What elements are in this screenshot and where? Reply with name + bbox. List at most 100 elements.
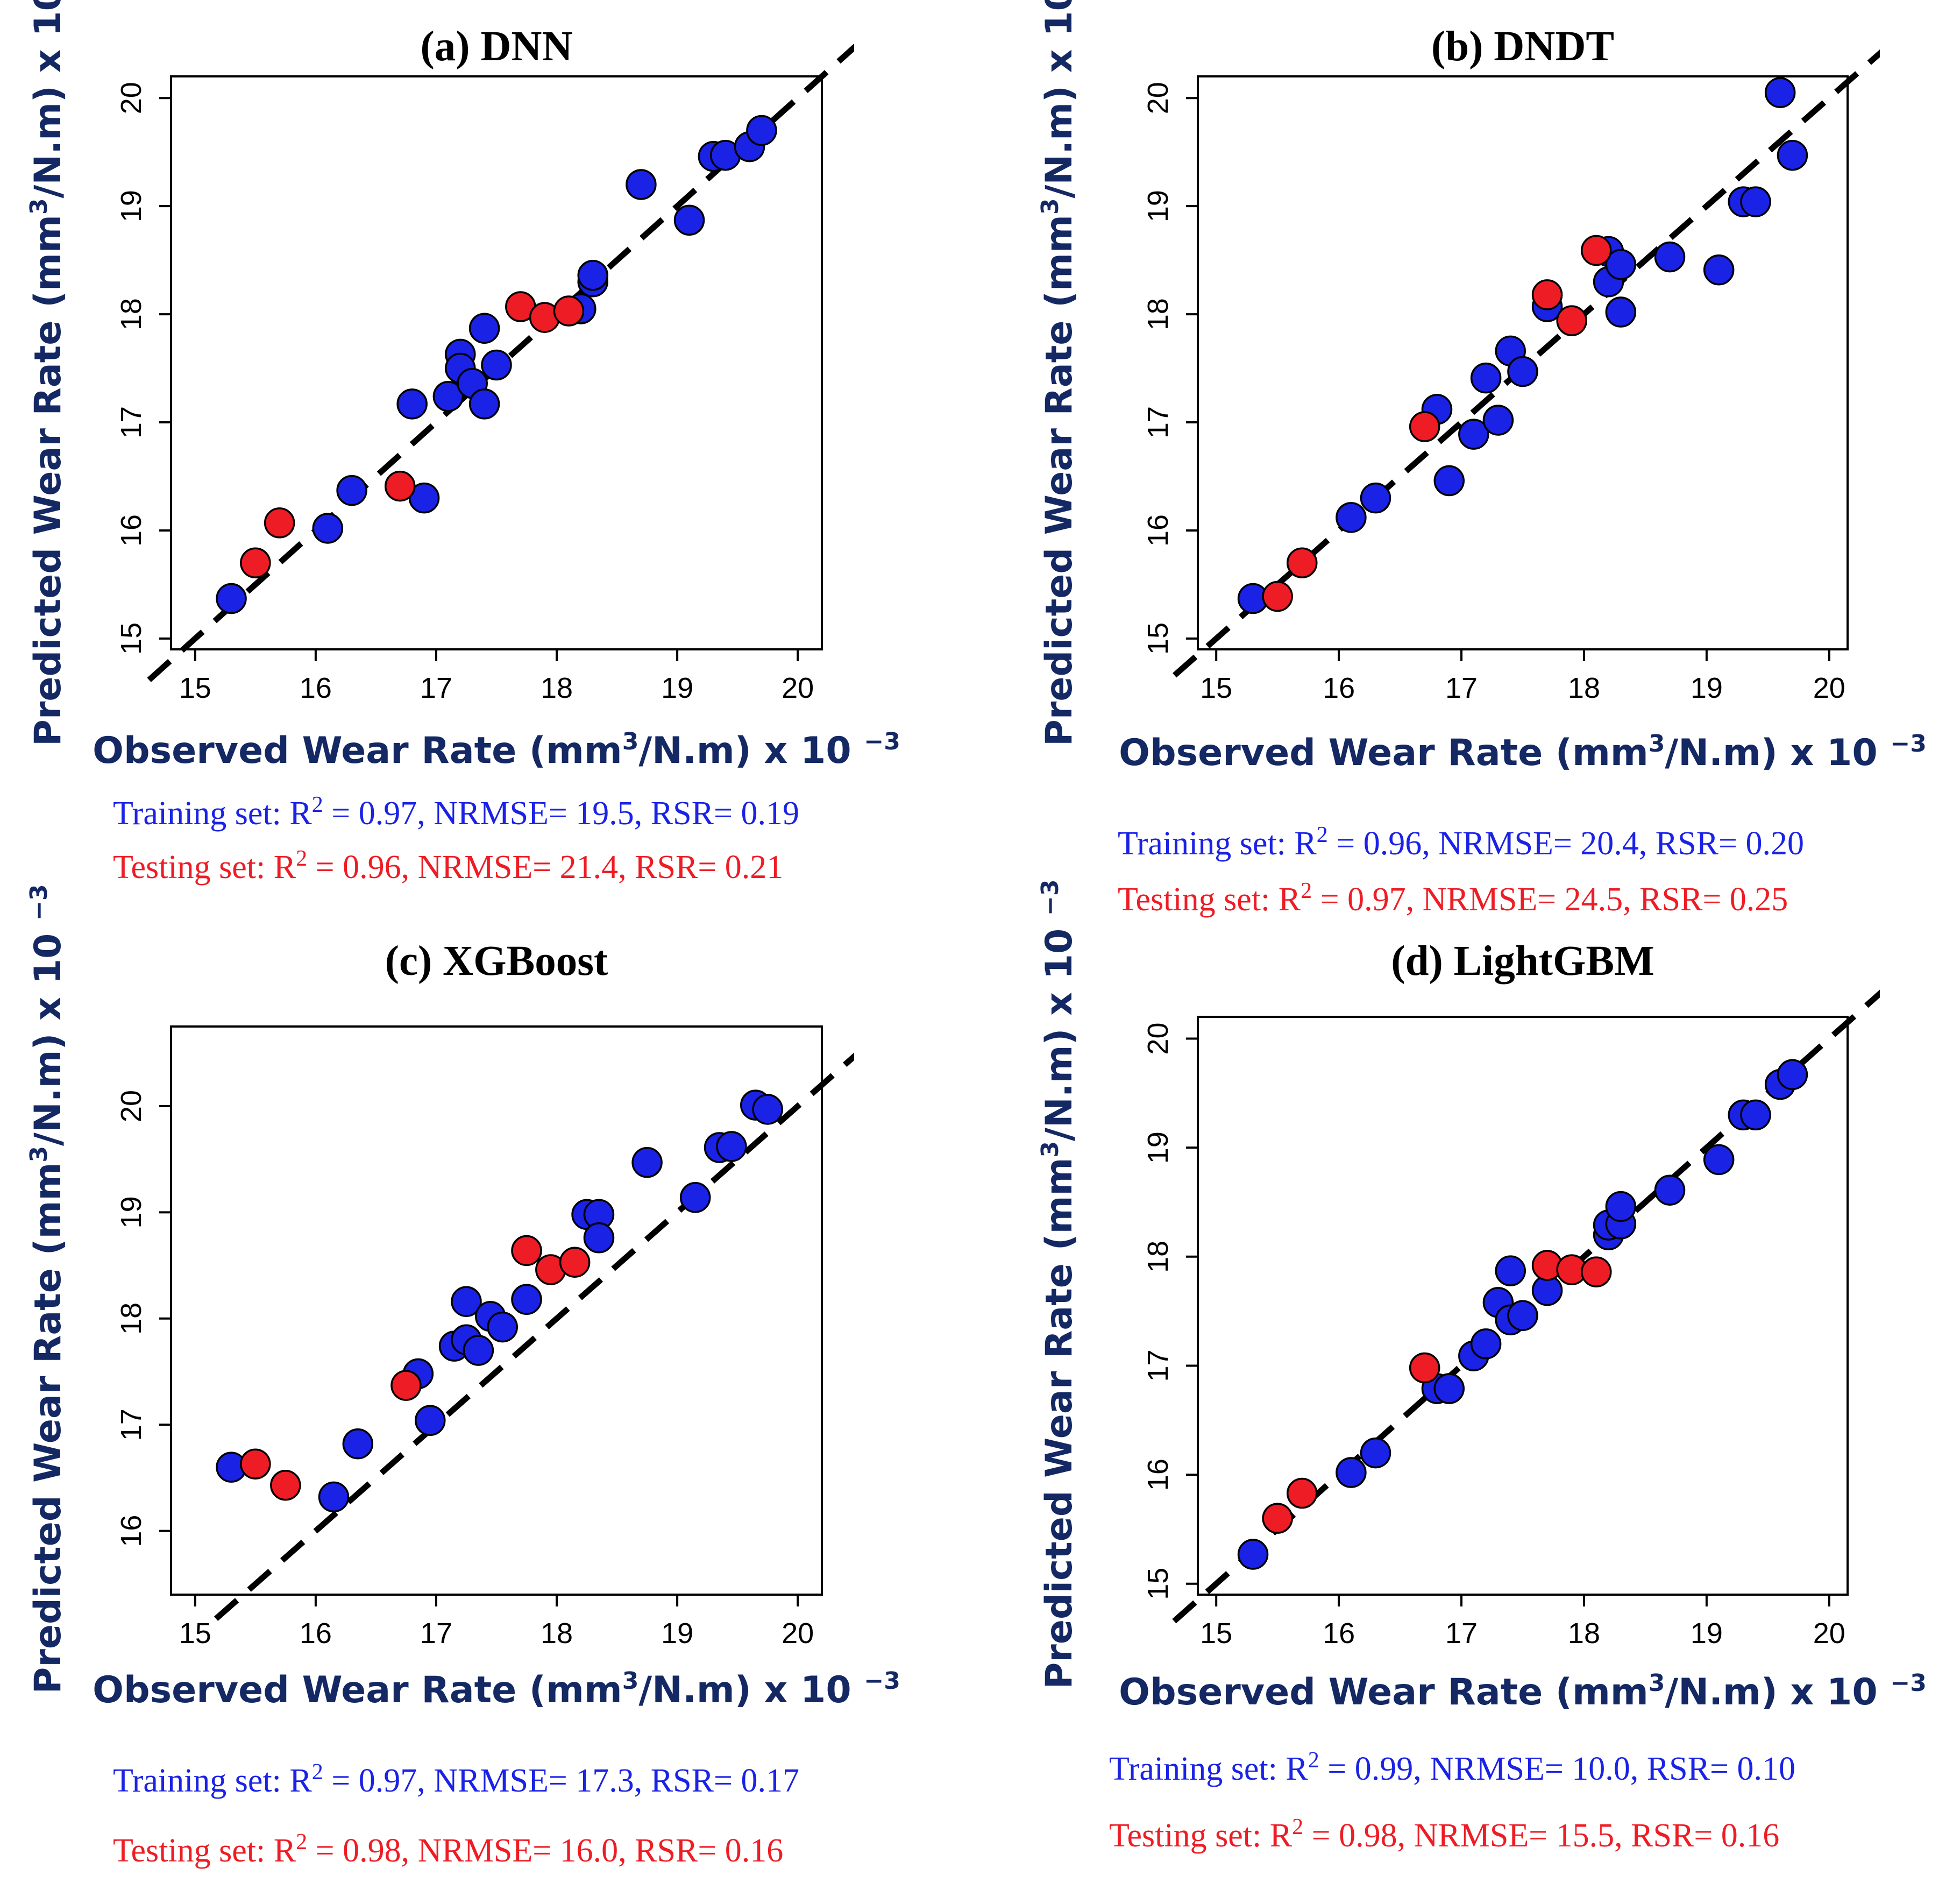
training-point xyxy=(511,1284,542,1315)
x-tick-label: 17 xyxy=(420,1617,452,1650)
training-point xyxy=(1703,254,1735,286)
reference-line xyxy=(1166,989,1880,1627)
training-point xyxy=(1433,1373,1465,1404)
testing-point xyxy=(390,1370,422,1401)
y-tick-label: 17 xyxy=(115,406,147,438)
axis-label-prefix: Predicted Wear Rate ( xyxy=(1038,291,1081,746)
x-tick-label: 15 xyxy=(179,672,211,704)
y-tick-label: 18 xyxy=(115,298,147,330)
panel-title: (b) DNDT xyxy=(1431,23,1614,70)
training-point xyxy=(1654,1174,1686,1206)
y-tick-label: 16 xyxy=(115,514,147,547)
y-tick-label: 19 xyxy=(1142,1131,1174,1164)
x-axis-label: Observed Wear Rate (mm3/N.m) x 10 −3 xyxy=(1119,730,1927,775)
training-point xyxy=(1482,405,1514,436)
testing-point xyxy=(511,1235,542,1266)
plot-frame xyxy=(170,75,823,650)
x-tick-label: 19 xyxy=(661,672,693,704)
reference-line xyxy=(143,44,854,682)
y-tick-label: 20 xyxy=(115,82,147,114)
training-point xyxy=(318,1481,350,1513)
axis-label-prefix: Observed Wear Rate ( xyxy=(1119,1671,1572,1714)
y-tick-label: 15 xyxy=(1142,1568,1174,1600)
training-point xyxy=(1360,482,1391,514)
testing-point xyxy=(264,507,295,539)
y-tick-label: 18 xyxy=(115,1303,147,1335)
axis-label-prefix: Predicted Wear Rate ( xyxy=(27,291,69,746)
y-tick-label: 20 xyxy=(1142,1022,1174,1054)
x-tick-label: 16 xyxy=(1323,672,1355,704)
training-point xyxy=(481,349,512,381)
x-tick-label: 17 xyxy=(420,672,452,704)
x-tick-label: 19 xyxy=(661,1617,693,1650)
x-tick-label: 15 xyxy=(1200,672,1232,704)
training-stats: Training set: R2 = 0.97, NRMSE= 19.5, RS… xyxy=(113,792,799,832)
plot-frame xyxy=(1197,1016,1849,1596)
y-tick-label: 16 xyxy=(1142,1459,1174,1491)
x-tick-label: 16 xyxy=(300,1617,332,1650)
x-tick-label: 20 xyxy=(782,1617,814,1650)
training-point xyxy=(1470,1328,1502,1360)
plot-frame xyxy=(1197,75,1849,650)
training-point xyxy=(1764,77,1796,108)
x-tick-label: 19 xyxy=(1691,672,1723,704)
testing-point xyxy=(270,1469,301,1501)
y-axis-label: Predicted Wear Rate (mm3/N.m) x 10 −3 xyxy=(25,0,70,746)
training-point xyxy=(1495,1255,1526,1286)
x-axis-label: Observed Wear Rate (mm3/N.m) x 10 −3 xyxy=(93,1667,900,1712)
training-point xyxy=(1336,502,1367,533)
axis-label-prefix: Predicted Wear Rate ( xyxy=(1038,1234,1081,1689)
y-tick-label: 15 xyxy=(1142,622,1174,655)
y-tick-label: 20 xyxy=(1142,82,1174,114)
testing-point xyxy=(1262,581,1293,612)
y-tick-label: 16 xyxy=(115,1515,147,1547)
training-stats: Training set: R2 = 0.99, NRMSE= 10.0, RS… xyxy=(1109,1748,1795,1787)
x-tick-label: 15 xyxy=(179,1617,211,1650)
training-point xyxy=(463,1335,494,1366)
panel-title: (d) LightGBM xyxy=(1391,938,1654,985)
testing-stats: Testing set: R2 = 0.97, NRMSE= 24.5, RSR… xyxy=(1118,879,1788,918)
x-tick-label: 17 xyxy=(1445,672,1478,704)
testing-point xyxy=(240,547,271,578)
training-point xyxy=(631,1146,663,1178)
x-tick-label: 20 xyxy=(1813,672,1845,704)
y-axis-label: Predicted Wear Rate (mm3/N.m) x 10 −3 xyxy=(1036,879,1081,1689)
y-tick-label: 19 xyxy=(115,190,147,222)
training-point xyxy=(312,513,344,544)
testing-point xyxy=(1262,1503,1293,1534)
training-point xyxy=(716,1131,747,1162)
training-point xyxy=(487,1311,518,1343)
training-point xyxy=(673,204,705,236)
testing-stats: Testing set: R2 = 0.96, NRMSE= 21.4, RSR… xyxy=(113,846,783,886)
training-point xyxy=(1654,241,1686,273)
training-point xyxy=(626,169,657,200)
training-point xyxy=(1458,419,1489,450)
training-point xyxy=(1605,249,1637,280)
x-tick-label: 18 xyxy=(1568,672,1600,704)
testing-point xyxy=(1409,1352,1440,1384)
training-point xyxy=(1605,1191,1637,1222)
training-stats: Training set: R2 = 0.96, NRMSE= 20.4, RS… xyxy=(1118,823,1804,862)
axis-label-prefix: Observed Wear Rate ( xyxy=(93,1669,546,1711)
x-tick-label: 18 xyxy=(541,1617,573,1650)
panel-title: (c) XGBoost xyxy=(385,938,608,985)
y-axis-label: Predicted Wear Rate (mm3/N.m) x 10 −3 xyxy=(1036,0,1081,746)
training-point xyxy=(752,1094,783,1125)
training-point xyxy=(342,1428,374,1460)
training-point xyxy=(468,388,500,420)
testing-point xyxy=(1531,279,1563,310)
x-tick-label: 20 xyxy=(782,672,814,704)
testing-stats: Testing set: R2 = 0.98, NRMSE= 16.0, RSR… xyxy=(113,1830,783,1869)
testing-point xyxy=(1581,235,1612,266)
axis-label-prefix: Observed Wear Rate ( xyxy=(1119,732,1572,774)
training-point xyxy=(1507,356,1538,387)
y-tick-label: 19 xyxy=(115,1196,147,1228)
panel-2: (c) XGBoost 15 16 17 18 19 20 16 17 18 19 20 Observe… xyxy=(25,884,900,1869)
panel-3: (d) LightGBM 15 16 17 18 19 20 15 16 17 18 19 20 Obse… xyxy=(1036,879,1927,1854)
y-tick-label: 18 xyxy=(1142,1241,1174,1273)
y-tick-label: 16 xyxy=(1142,514,1174,547)
x-tick-label: 18 xyxy=(541,672,573,704)
y-tick-label: 15 xyxy=(115,622,147,655)
x-tick-label: 20 xyxy=(1813,1617,1845,1650)
